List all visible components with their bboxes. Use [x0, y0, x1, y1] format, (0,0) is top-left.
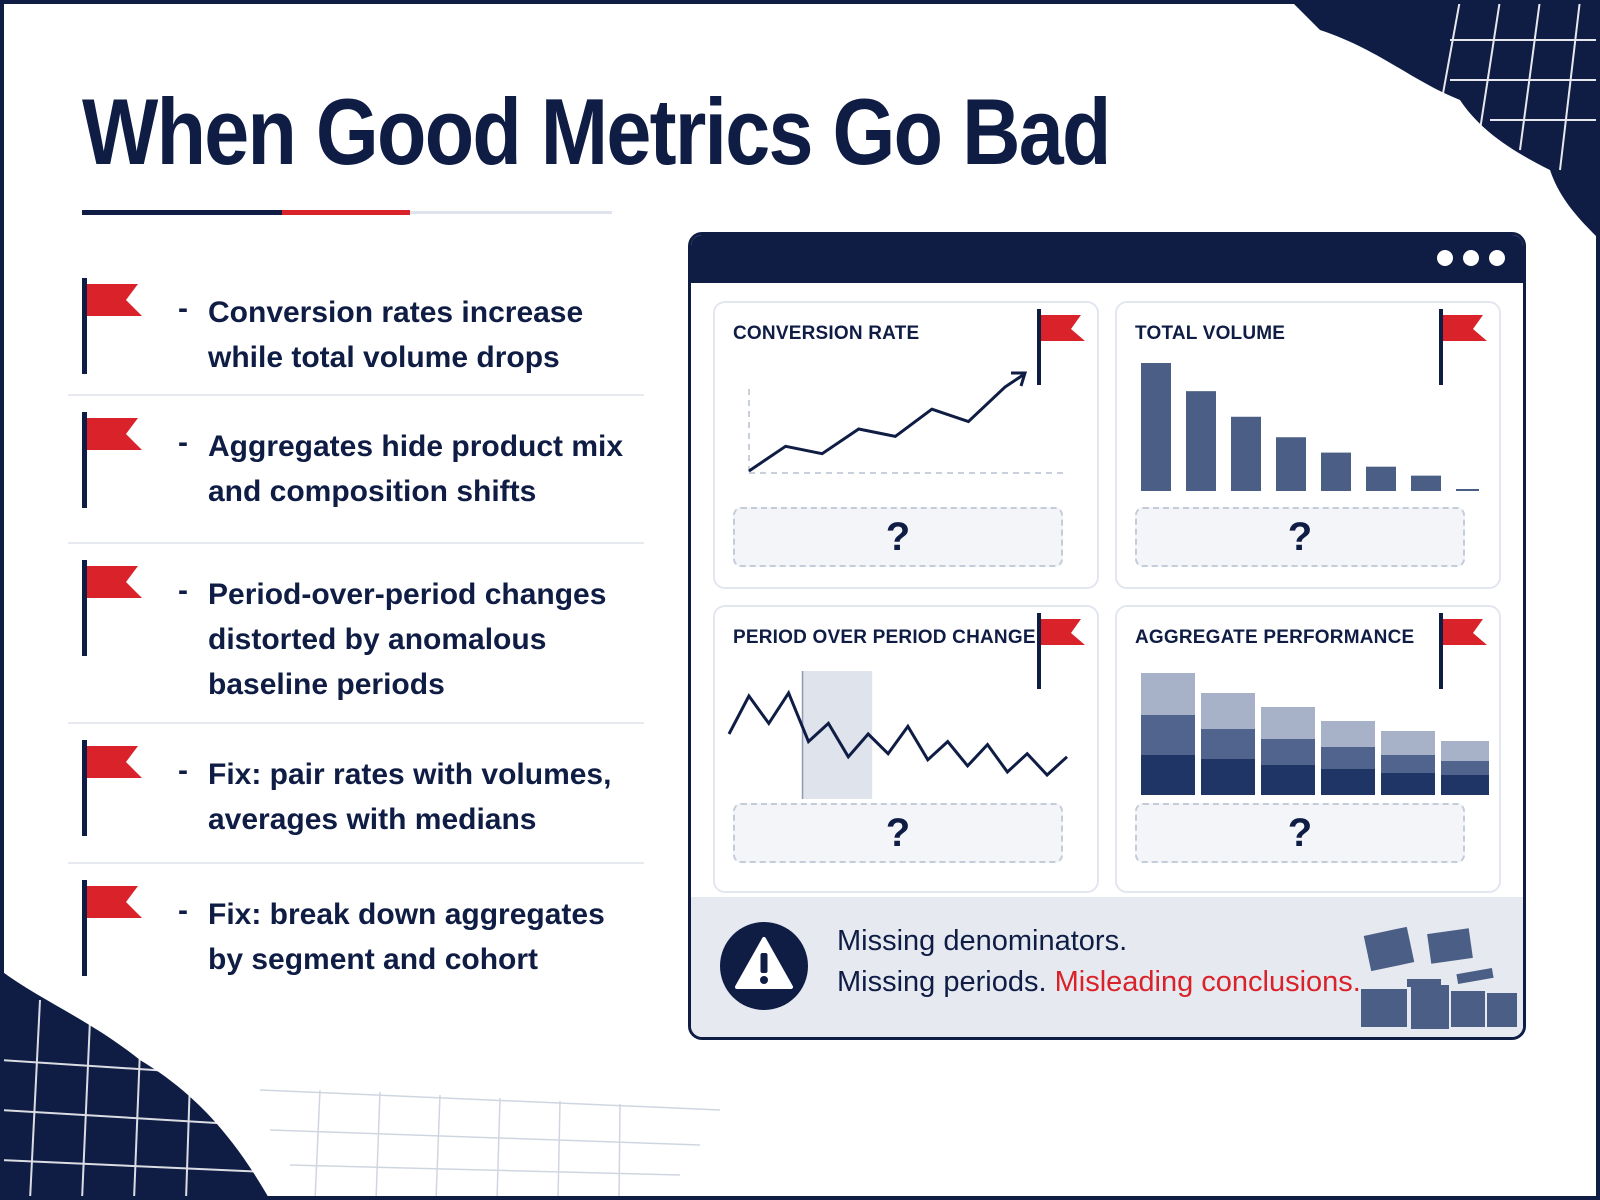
list-item: - Aggregates hide product mix and compos… [68, 396, 644, 544]
aggregate-performance-panel: AGGREGATE PERFORMANCE ? [1115, 605, 1501, 893]
volume-bar [1231, 416, 1261, 491]
window-title-bar [691, 235, 1523, 283]
red-flag-list: - Conversion rates increase while total … [68, 262, 644, 1004]
aggregate-bar-segment [1321, 769, 1375, 795]
panel-title: PERIOD OVER PERIOD CHANGE [733, 627, 1036, 648]
total-volume-panel: TOTAL VOLUME ? [1115, 301, 1501, 589]
list-item-text: Fix: pair rates with volumes, averages w… [208, 758, 612, 836]
trend-arrowhead [1011, 371, 1028, 387]
volume-bar [1321, 452, 1351, 491]
red-flag-icon [1037, 613, 1085, 689]
panel-title: CONVERSION RATE [733, 323, 920, 344]
aggregate-bar-segment [1441, 761, 1489, 775]
ellipsis-icon[interactable] [1437, 250, 1505, 266]
bullet-dash: - [178, 292, 188, 325]
red-flag-icon [82, 412, 142, 508]
list-item-text: Aggregates hide product mix and composit… [208, 430, 624, 508]
bullet-dash: - [178, 894, 188, 927]
missing-context-placeholder: ? [733, 803, 1063, 863]
aggregate-bar-segment [1381, 755, 1435, 773]
aggregate-bar-segment [1441, 775, 1489, 795]
list-item-text: Conversion rates increase while total vo… [208, 296, 584, 374]
aggregate-bar-segment [1201, 759, 1255, 795]
alert-line-1: Missing denominators. [837, 925, 1128, 957]
list-item-text: Fix: break down aggregates by segment an… [208, 898, 605, 976]
dashboard-window: CONVERSION RATE ? TOTAL VOLUME ? PERIOD … [688, 232, 1526, 1040]
red-flag-icon [82, 880, 142, 976]
page-title: When Good Metrics Go Bad [82, 79, 1111, 184]
volume-bar [1411, 475, 1441, 491]
aggregate-bar-segment [1441, 741, 1489, 761]
aggregate-bar-segment [1201, 729, 1255, 759]
panel-title: TOTAL VOLUME [1135, 323, 1286, 344]
anomalous-baseline-highlight [802, 671, 873, 799]
scattered-blocks-decoration [1361, 926, 1517, 1029]
aggregate-bar-segment [1381, 773, 1435, 795]
aggregate-bar-segment [1141, 755, 1195, 795]
bullet-dash: - [178, 574, 188, 607]
red-flag-icon [1439, 613, 1487, 689]
alert-banner: Missing denominators. Missing periods. M… [691, 897, 1523, 1037]
red-flag-icon [82, 740, 142, 836]
corner-grid-decoration [1290, 0, 1600, 240]
period-over-period-line-chart [727, 671, 1069, 799]
aggregate-bar-segment [1381, 731, 1435, 755]
aggregate-bar-segment [1141, 673, 1195, 715]
period-change-series-line [727, 689, 1069, 778]
red-flag-icon [1439, 309, 1487, 385]
missing-context-placeholder: ? [1135, 507, 1465, 567]
aggregate-bar-segment [1321, 721, 1375, 747]
red-flag-icon [82, 560, 142, 656]
list-item-text: Period-over-period changes distorted by … [208, 578, 607, 701]
aggregate-bar-segment [1261, 707, 1315, 739]
corner-grid-decoration [0, 970, 721, 1200]
panel-title: AGGREGATE PERFORMANCE [1135, 627, 1415, 648]
aggregate-bar-segment [1261, 765, 1315, 795]
conversion-rate-series-line [748, 373, 1024, 473]
missing-context-placeholder: ? [733, 507, 1063, 567]
aggregate-bar-segment [1201, 693, 1255, 729]
aggregate-bar-segment [1321, 747, 1375, 769]
aggregate-performance-stacked-bar-chart [1141, 673, 1489, 795]
alert-message: Missing denominators. Missing periods. M… [837, 921, 1361, 1003]
period-over-period-panel: PERIOD OVER PERIOD CHANGE ? [713, 605, 1099, 893]
total-volume-bar-chart [1141, 363, 1479, 491]
conversion-rate-line-chart [748, 371, 1067, 474]
volume-bar [1141, 363, 1171, 491]
alert-line-2-prefix: Missing periods. [837, 966, 1047, 998]
alert-line-2-highlight: Misleading conclusions. [1054, 966, 1361, 998]
bullet-dash: - [178, 754, 188, 787]
bullet-dash: - [178, 426, 188, 459]
aggregate-bar-segment [1261, 739, 1315, 765]
list-item: - Fix: pair rates with volumes, averages… [68, 724, 644, 864]
aggregate-bar-segment [1141, 715, 1195, 755]
conversion-rate-panel: CONVERSION RATE ? [713, 301, 1099, 589]
volume-bar [1456, 489, 1479, 491]
warning-triangle-icon [720, 922, 808, 1010]
volume-bar [1186, 391, 1216, 491]
list-item: - Fix: break down aggregates by segment … [68, 864, 644, 1004]
volume-bar [1366, 466, 1396, 491]
list-item: - Conversion rates increase while total … [68, 262, 644, 396]
alert-line-2: Missing periods. Misleading conclusions. [837, 962, 1361, 1003]
red-flag-icon [82, 278, 142, 374]
red-flag-icon [1037, 309, 1085, 385]
missing-context-placeholder: ? [1135, 803, 1465, 863]
list-item: - Period-over-period changes distorted b… [68, 544, 644, 724]
volume-bar [1276, 437, 1306, 491]
